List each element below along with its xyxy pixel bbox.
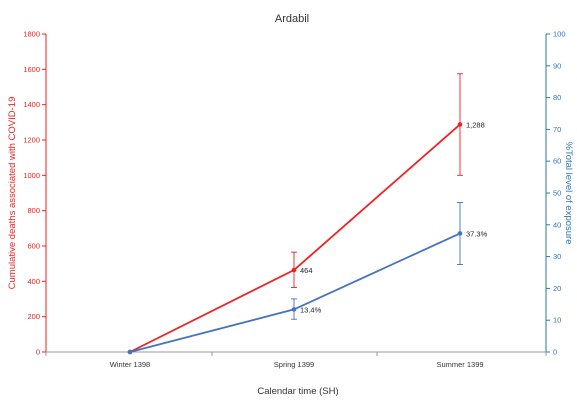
y-tick-label-right: 10 [553,316,561,325]
data-label-deaths: 464 [300,266,313,275]
y-tick-label-left: 400 [27,277,40,286]
y-tick-label-right: 50 [553,189,561,198]
x-tick-label: Summer 1399 [436,360,483,369]
y-tick-label-right: 0 [553,348,557,357]
data-point-deaths [457,122,463,127]
y-tick-label-right: 40 [553,220,561,229]
series-line-exposure [129,232,461,353]
data-label-deaths: 1,288 [466,120,485,129]
y-tick-label-right: 90 [553,61,561,70]
y-tick-label-left: 1400 [23,100,40,109]
y-tick-label-left: 600 [27,242,40,251]
y-tick-label-left: 1600 [23,65,40,74]
y-tick-label-left: 1000 [23,171,40,180]
chart-title: Ardabil [275,13,309,25]
y-tick-label-left: 800 [27,206,40,215]
y-tick-label-left: 200 [27,312,40,321]
y-axis-label-right: %Total level of exposure [563,142,574,245]
data-label-exposure: 13.4% [300,305,322,314]
x-tick-label: Spring 1399 [274,360,314,369]
y-tick-label-left: 0 [36,348,40,357]
y-tick-label-right: 80 [553,93,561,102]
data-point-exposure [127,349,133,355]
y-axis-label-left: Cumulative deaths associated with COVID-… [7,97,18,290]
y-tick-label-right: 60 [553,157,561,166]
data-point-exposure [457,231,463,236]
y-tick-label-right: 70 [553,125,561,134]
data-label-exposure: 37.3% [466,229,488,238]
data-point-deaths [291,267,297,273]
y-tick-label-left: 1200 [23,136,40,145]
y-tick-label-right: 20 [553,284,561,293]
x-tick-label: Winter 1398 [110,360,150,369]
x-axis-label: Calendar time (SH) [257,386,338,397]
chart-marks: 464 1,288 13.4% 37.3% [127,73,488,355]
y-tick-label-left: 1800 [23,30,40,39]
series-line-deaths [129,123,461,353]
y-tick-label-right: 100 [553,30,566,39]
data-point-exposure [291,307,297,312]
y-tick-label-right: 30 [553,252,561,261]
